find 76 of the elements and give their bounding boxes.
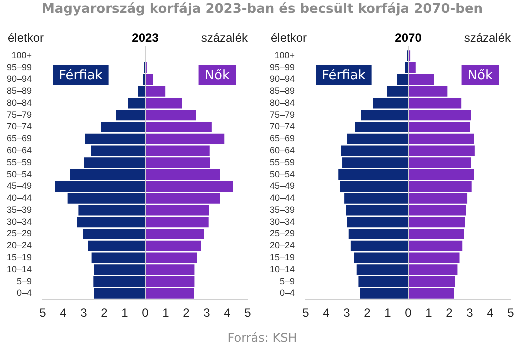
y-tick-label: 35–39: [6, 204, 32, 215]
x-tick-label: 2: [183, 306, 190, 320]
y-tick-label: 20–24: [270, 240, 296, 251]
y-tick-label: 15–19: [6, 252, 32, 262]
y-tick-label: 75–79: [6, 110, 32, 120]
y-tick-label: 60–64: [6, 146, 32, 156]
x-tick-label: 3: [204, 306, 211, 320]
x-tick-label: 1: [162, 306, 170, 320]
x-tick-label: 4: [224, 306, 232, 320]
y-tick-label: 40–44: [270, 193, 296, 204]
x-tick-label: 3: [80, 306, 88, 320]
y-tick-label: 25–29: [270, 228, 296, 239]
x-tick-label: 2: [101, 306, 108, 320]
series-label: Nők: [468, 68, 494, 84]
text: Forrás: KSH: [226, 331, 298, 345]
y-tick-label: 60–64: [270, 146, 296, 156]
x-tick-label: 5: [40, 306, 47, 320]
x-tick-label: 3: [466, 306, 474, 320]
y-tick-label: 40–44: [6, 193, 32, 204]
y-axis-title: életkor: [8, 31, 44, 45]
series-label: Férfiak: [322, 68, 366, 84]
y-tick-label: 50–54: [6, 169, 32, 180]
y-tick-label: 70–74: [6, 122, 32, 132]
y-tick-label: 35–39: [270, 204, 296, 215]
y-tick-label: 100+: [12, 50, 32, 60]
x-tick-label: 1: [426, 306, 433, 320]
y-tick-label: 5–9: [16, 276, 32, 286]
y-tick-label: 80–84: [6, 98, 32, 108]
chart-subtitle: 2070: [395, 31, 422, 45]
text: Nők: [204, 68, 230, 84]
x-tick-label: 0: [142, 306, 150, 320]
y-tick-label: 65–69: [6, 134, 32, 144]
y-tick-label: 55–59: [6, 157, 32, 168]
y-tick-label: 70–74: [270, 122, 296, 132]
y-tick-label: 55–59: [270, 157, 296, 168]
y-axis-title: életkor: [271, 31, 308, 45]
y-tick-label: 45–49: [6, 181, 32, 192]
text: Férfiak: [59, 68, 104, 84]
x-tick-label: 4: [487, 306, 494, 320]
x-axis-title: százalék: [464, 31, 512, 45]
chart-subtitle: 2023: [132, 31, 160, 45]
y-tick-label: 15–19: [270, 252, 296, 262]
y-tick-label: 0–4: [16, 288, 32, 298]
x-tick-label: 2: [446, 306, 454, 320]
x-tick-label: 5: [508, 306, 515, 320]
y-tick-label: 30–34: [6, 216, 32, 227]
x-tick-label: 3: [344, 306, 351, 320]
chart-title: Magyarország korfája 2023-ban és becsült korfája 2070-ben: [40, 2, 484, 17]
x-tick-label: 1: [384, 306, 392, 320]
y-tick-label: 25–29: [6, 228, 32, 239]
y-tick-label: 90–94: [270, 74, 296, 84]
y-tick-label: 85–89: [270, 86, 296, 96]
y-tick-label: 0–4: [280, 288, 296, 298]
y-tick-label: 50–54: [270, 169, 296, 180]
y-tick-label: 95–99: [6, 62, 32, 72]
y-tick-label: 10–14: [270, 264, 296, 274]
y-tick-label: 95–99: [270, 62, 296, 72]
y-tick-label: 80–84: [270, 98, 296, 108]
y-tick-label: 75–79: [270, 110, 296, 120]
y-tick-label: 20–24: [6, 240, 32, 251]
x-tick-label: 5: [302, 306, 310, 320]
y-tick-label: 85–89: [6, 86, 32, 96]
y-tick-label: 10–14: [6, 264, 32, 274]
x-tick-label: 5: [244, 306, 252, 320]
x-tick-label: 2: [364, 306, 372, 320]
x-tick-label: 4: [323, 306, 330, 320]
y-tick-label: 45–49: [270, 181, 296, 192]
x-tick-label: 0: [405, 306, 412, 320]
y-tick-label: 65–69: [270, 134, 296, 144]
y-tick-label: 90–94: [6, 74, 32, 84]
x-axis-title: százalék: [201, 31, 249, 45]
y-tick-label: 100+: [274, 50, 296, 60]
x-tick-label: 1: [122, 306, 129, 320]
y-tick-label: 5–9: [280, 276, 296, 286]
y-tick-label: 30–34: [270, 216, 296, 227]
x-tick-label: 4: [60, 306, 68, 320]
